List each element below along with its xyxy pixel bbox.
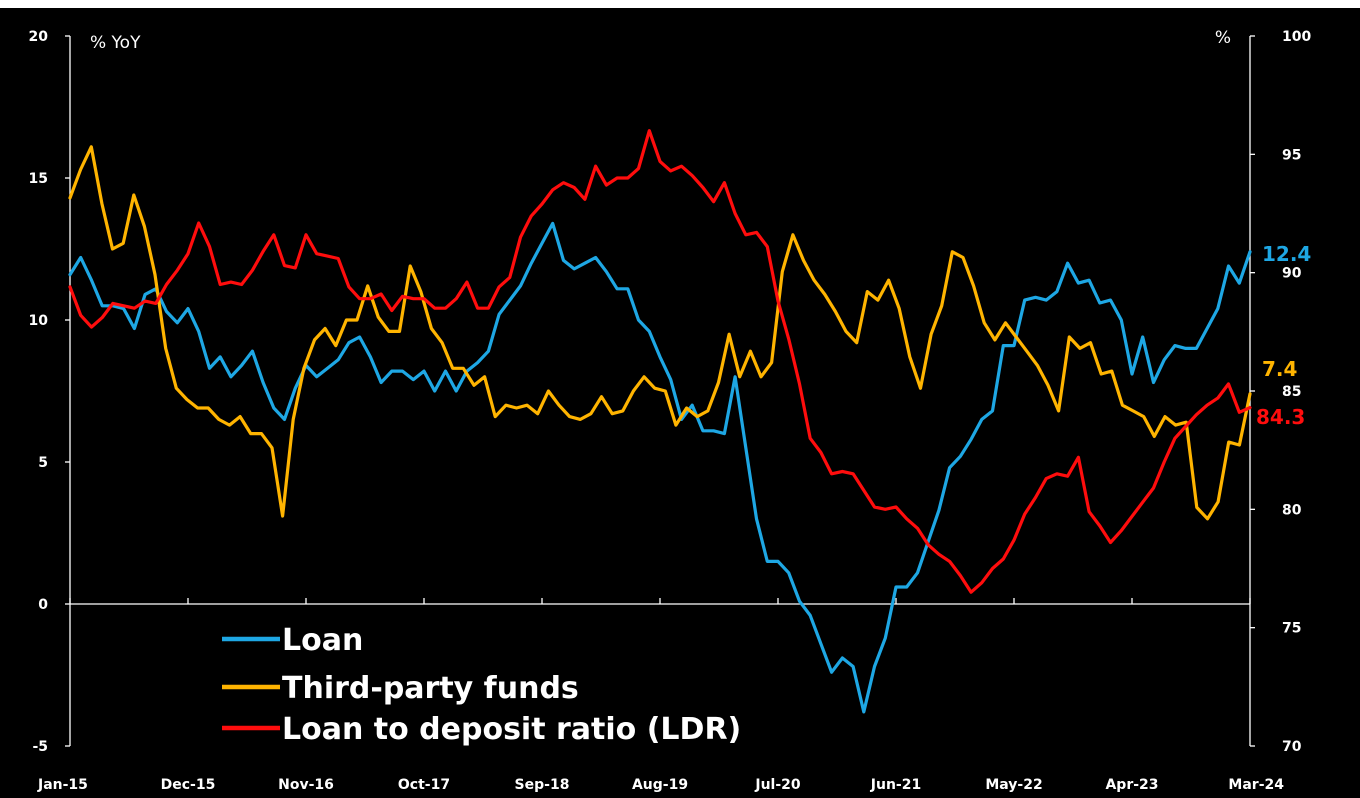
end-label-funds: 7.4 [1262, 357, 1297, 381]
end-label-ldr: 84.3 [1256, 405, 1305, 429]
x-tick-label: Sep-18 [515, 777, 570, 793]
y-left-tick-label: -5 [32, 739, 48, 755]
y-right-tick-label: 95 [1282, 147, 1301, 163]
x-tick-label: May-22 [985, 777, 1042, 793]
end-label-loan: 12.4 [1262, 242, 1311, 266]
y-left-tick-label: 5 [38, 455, 48, 471]
chart-labels: Jan-15 Dec-15 Nov-16 Oct-17 Sep-18 Aug-19 Jul-… [29, 28, 1312, 793]
legend-label-ldr: Loan to deposit ratio (LDR) [282, 712, 741, 747]
x-tick-label: Aug-19 [632, 777, 688, 793]
y-right-tick-label: 100 [1282, 29, 1311, 45]
series-line-loan [68, 221, 1252, 714]
x-tick-label: Jul-20 [754, 777, 801, 793]
series-line-ldr [68, 129, 1252, 594]
x-tick-label: Nov-16 [278, 777, 334, 793]
top-border [0, 0, 1360, 8]
y-left-tick-label: 20 [29, 29, 49, 45]
right-axis-unit: % [1215, 28, 1231, 48]
y-right-tick-label: 85 [1282, 384, 1301, 400]
x-tick-label: Dec-15 [161, 777, 216, 793]
series-line-funds [68, 145, 1252, 521]
x-tick-label: Apr-23 [1105, 777, 1158, 793]
chart-axes [65, 35, 1255, 747]
y-left-tick-label: 15 [29, 171, 48, 187]
x-tick-label: Mar-24 [1228, 777, 1284, 793]
y-right-tick-label: 75 [1282, 621, 1301, 637]
y-left-tick-label: 0 [38, 597, 48, 613]
left-axis-unit: % YoY [90, 33, 141, 53]
y-right-tick-label: 70 [1282, 739, 1302, 755]
x-tick-label: Jan-15 [37, 777, 88, 793]
y-right-tick-label: 90 [1282, 266, 1302, 282]
y-right-tick-label: 80 [1282, 502, 1302, 518]
y-left-tick-label: 10 [29, 313, 49, 329]
legend: Loan Third-party funds Loan to deposit rat… [222, 623, 741, 747]
legend-label-funds: Third-party funds [282, 671, 579, 706]
x-tick-label: Oct-17 [398, 777, 450, 793]
legend-label-loan: Loan [282, 623, 363, 658]
chart-lines [68, 129, 1252, 714]
x-tick-label: Jun-21 [870, 777, 921, 793]
